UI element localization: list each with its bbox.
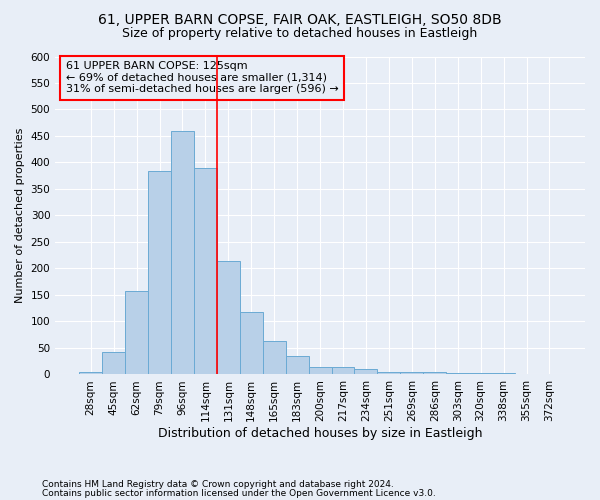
Text: Contains HM Land Registry data © Crown copyright and database right 2024.: Contains HM Land Registry data © Crown c… <box>42 480 394 489</box>
Text: Size of property relative to detached houses in Eastleigh: Size of property relative to detached ho… <box>122 28 478 40</box>
Bar <box>148 171 171 374</box>
X-axis label: Distribution of detached houses by size in Eastleigh: Distribution of detached houses by size … <box>158 427 482 440</box>
Bar <box>423 372 446 374</box>
Bar <box>194 168 217 374</box>
Bar <box>308 366 332 374</box>
Bar <box>102 352 125 374</box>
Bar <box>332 366 355 374</box>
Text: 61 UPPER BARN COPSE: 125sqm
← 69% of detached houses are smaller (1,314)
31% of : 61 UPPER BARN COPSE: 125sqm ← 69% of det… <box>66 62 338 94</box>
Bar <box>263 341 286 374</box>
Y-axis label: Number of detached properties: Number of detached properties <box>15 128 25 303</box>
Text: Contains public sector information licensed under the Open Government Licence v3: Contains public sector information licen… <box>42 489 436 498</box>
Bar <box>286 356 308 374</box>
Bar <box>355 369 377 374</box>
Bar <box>171 130 194 374</box>
Text: 61, UPPER BARN COPSE, FAIR OAK, EASTLEIGH, SO50 8DB: 61, UPPER BARN COPSE, FAIR OAK, EASTLEIG… <box>98 12 502 26</box>
Bar <box>217 260 240 374</box>
Bar <box>240 312 263 374</box>
Bar <box>79 372 102 374</box>
Bar <box>400 372 423 374</box>
Bar <box>377 372 400 374</box>
Bar <box>125 290 148 374</box>
